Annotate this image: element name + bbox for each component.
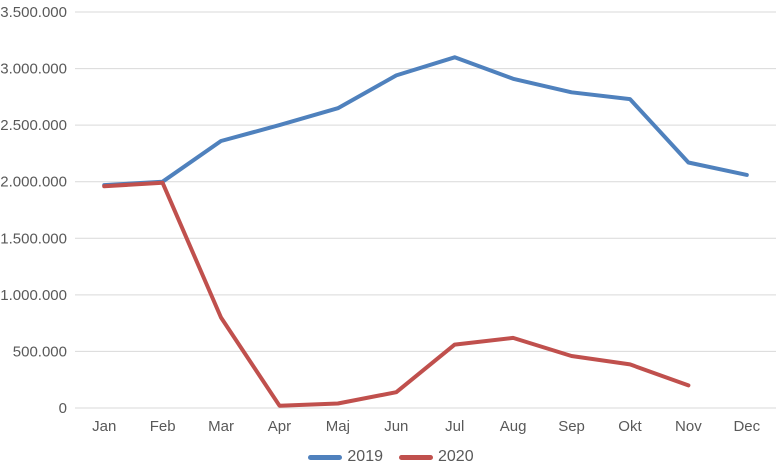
x-axis-tick-label: Sep xyxy=(558,418,585,435)
y-axis-tick-label: 1.500.000 xyxy=(0,230,67,247)
y-axis-tick-label: 2.500.000 xyxy=(0,117,67,134)
legend-item-2020[interactable]: 2020 xyxy=(399,448,474,466)
legend-label-2020: 2020 xyxy=(438,448,474,465)
x-axis-tick-label: Apr xyxy=(268,418,291,435)
y-axis-tick-label: 500.000 xyxy=(13,343,67,360)
y-axis-tick-label: 3.000.000 xyxy=(0,61,67,78)
x-axis-tick-label: Okt xyxy=(618,418,642,435)
legend-item-2019[interactable]: 2019 xyxy=(308,448,383,466)
x-axis-tick-label: Aug xyxy=(500,418,527,435)
x-axis-tick-label: Jan xyxy=(92,418,116,435)
series-line-2020[interactable] xyxy=(102,180,691,408)
x-axis-tick-label: Nov xyxy=(675,418,702,435)
x-axis-tick-label: Jun xyxy=(384,418,408,435)
x-axis-tick-label: Feb xyxy=(150,418,176,435)
x-axis-tick-label: Mar xyxy=(208,418,234,435)
legend-label-2019: 2019 xyxy=(347,448,383,465)
chart-legend: 2019 2020 xyxy=(0,444,782,470)
x-axis-tick-label: Jul xyxy=(445,418,464,435)
y-axis-tick-label: 1.000.000 xyxy=(0,287,67,304)
y-axis-tick-label: 3.500.000 xyxy=(0,4,67,21)
series-line-2019[interactable] xyxy=(102,55,749,188)
x-axis-tick-label: Dec xyxy=(733,418,760,435)
plot-area: 0 500.000 1.000.000 1.500.000 2.000.000 2.500… xyxy=(0,4,776,435)
x-axis-tick-label: Maj xyxy=(326,418,350,435)
legend-line-swatch-2020 xyxy=(399,454,433,460)
legend-line-swatch-2019 xyxy=(308,454,343,460)
y-axis-tick-label: 0 xyxy=(59,400,67,417)
y-axis-tick-label: 2.000.000 xyxy=(0,174,67,191)
